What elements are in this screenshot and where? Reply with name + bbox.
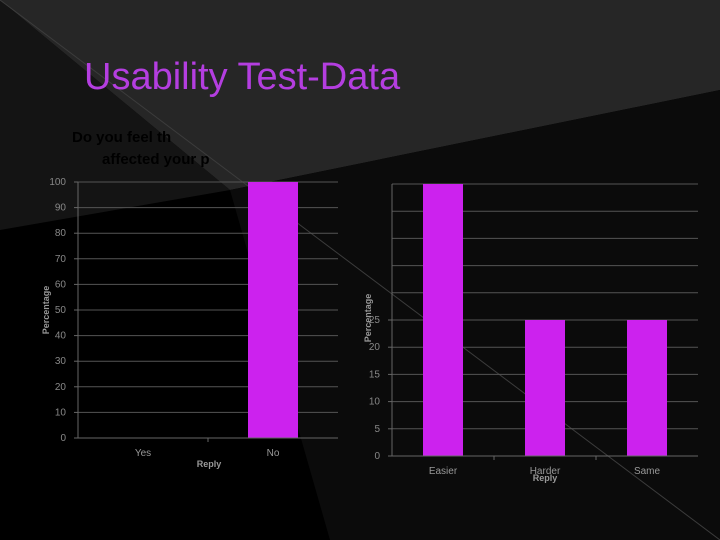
chart2-bar-same	[627, 320, 667, 456]
chart1-y-tick-label: 0	[60, 433, 66, 444]
chart1-y-tick-label: 30	[55, 356, 67, 367]
chart1-y-tick-label: 50	[55, 305, 67, 316]
chart2-y-tick-label: 5	[374, 424, 380, 435]
chart1-y-tick-label: 70	[55, 254, 67, 265]
chart2-bar-easier	[423, 184, 463, 456]
chart1-title-line2: affected your p	[102, 151, 210, 168]
chart1-x-category-label: No	[267, 448, 280, 459]
chart2-x-axis-title: Reply	[533, 473, 558, 483]
chart2-y-tick-label: 0	[374, 451, 380, 462]
chart1-y-tick-label: 10	[55, 407, 67, 418]
chart2-y-tick-label: 25	[369, 315, 381, 326]
chart1-y-tick-label: 100	[49, 177, 66, 188]
chart1-y-tick-label: 60	[55, 279, 67, 290]
chart2-y-tick-label: 10	[369, 397, 381, 408]
chart2-x-category-label: Harder	[530, 466, 561, 477]
chart1-y-axis-title: Percentage	[41, 286, 51, 335]
chart1-y-tick-label: 20	[55, 382, 67, 393]
chart1-title-line1: Do you feel th	[72, 129, 172, 146]
chart2-x-category-label: Same	[634, 466, 661, 477]
chart1-y-tick-label: 80	[55, 228, 67, 239]
chart1-bar-no	[248, 182, 298, 438]
chart2-y-tick-label: 15	[369, 369, 381, 380]
slide-title: Usability Test-Data	[84, 56, 401, 98]
chart2-x-category-label: Easier	[429, 466, 458, 477]
chart1-x-category-label: Yes	[135, 448, 151, 459]
chart1-x-axis-title: Reply	[197, 459, 222, 469]
chart2-y-tick-label: 20	[369, 342, 381, 353]
chart1-y-tick-label: 40	[55, 331, 67, 342]
chart2-bar-harder	[525, 320, 565, 456]
chart1-y-tick-label: 90	[55, 203, 67, 214]
chart2-y-axis-title: Percentage	[363, 294, 373, 343]
